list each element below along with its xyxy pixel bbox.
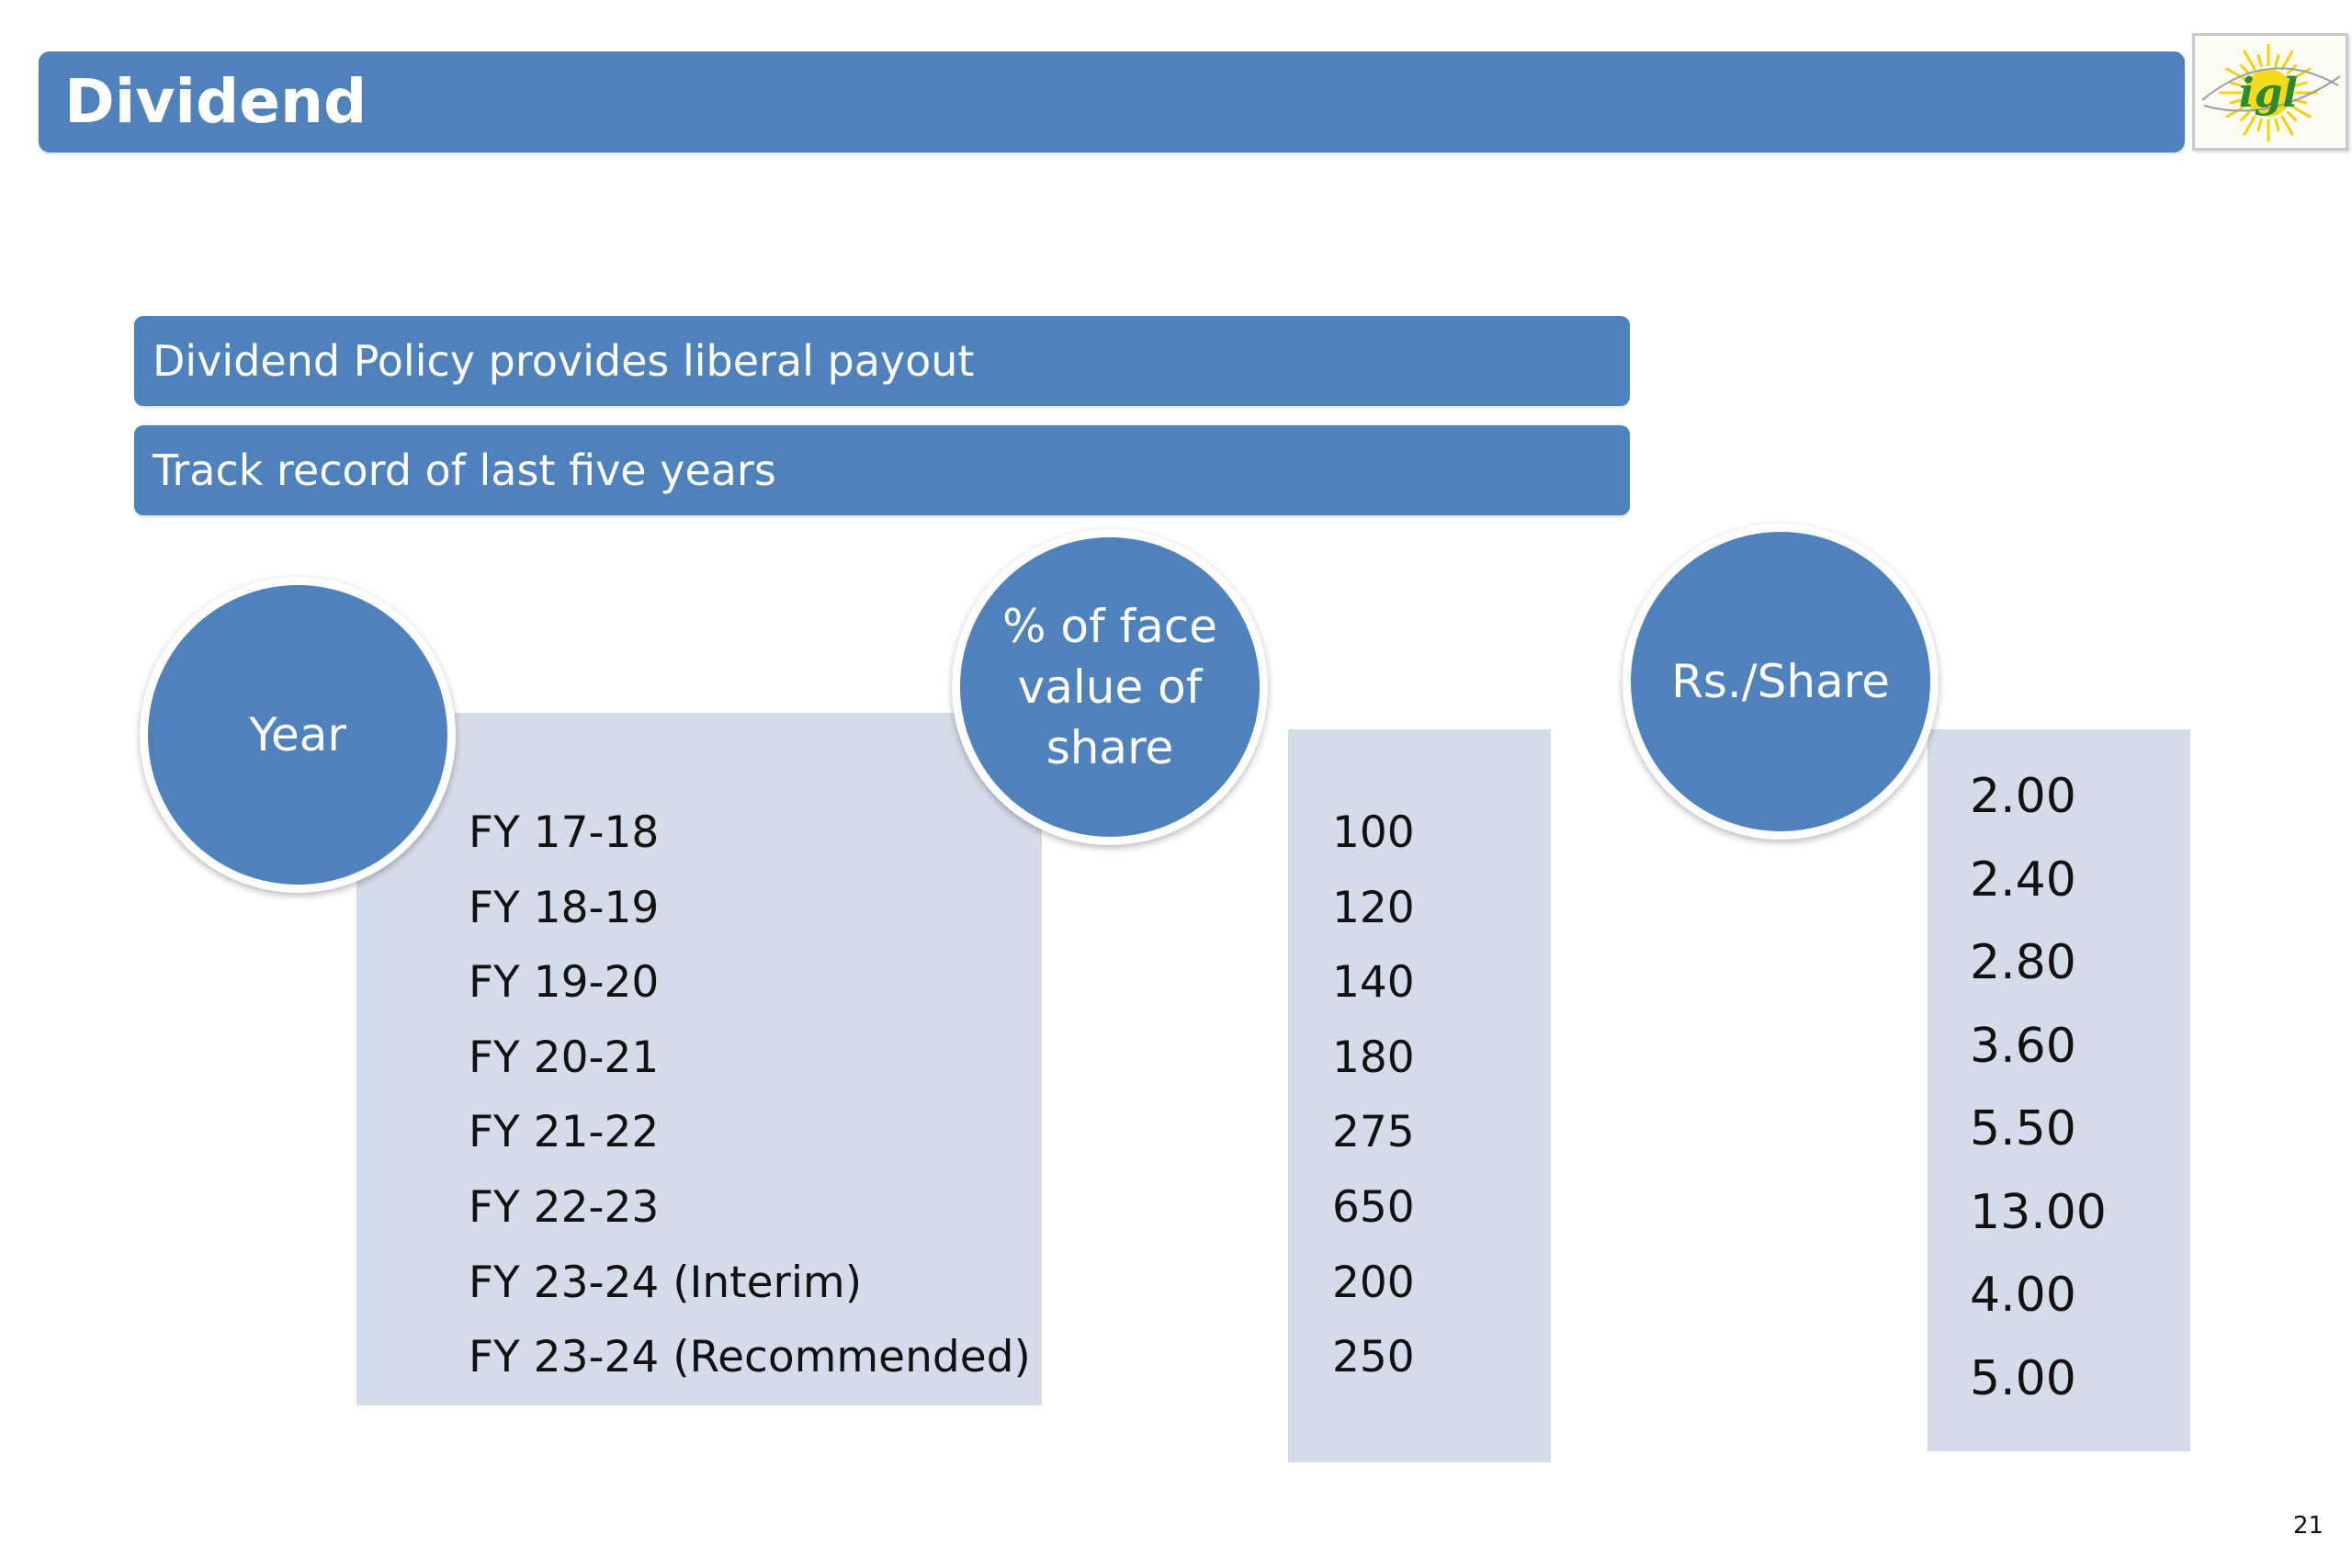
- rs-value: 13.00: [1970, 1184, 2107, 1240]
- sun-logo-icon: igl: [2201, 43, 2341, 142]
- year-value: FY 20-21: [469, 1032, 660, 1083]
- banner-text: Track record of last five years: [153, 446, 776, 495]
- title-bar: Dividend: [39, 51, 2185, 152]
- percent-value: 140: [1332, 957, 1415, 1009]
- sun-ray: [2239, 110, 2251, 122]
- percent-value: 180: [1332, 1032, 1415, 1083]
- sun-ray: [2256, 118, 2263, 132]
- year-list: FY 17-18 FY 18-19 FY 19-20 FY 20-21 FY 2…: [469, 795, 1031, 1395]
- rs-list: 2.00 2.40 2.80 3.60 5.50 13.00 4.00 5.00: [1970, 755, 2107, 1420]
- percent-value: 200: [1332, 1257, 1415, 1308]
- sun-ray: [2286, 110, 2298, 122]
- percent-value: 275: [1332, 1107, 1415, 1158]
- percent-header-circle: % of face value of share: [952, 529, 1268, 845]
- sun-ray: [2225, 105, 2246, 118]
- rs-value: 4.00: [1970, 1268, 2076, 1323]
- rs-value: 2.80: [1970, 935, 2076, 990]
- percent-header: % of face value of share: [1002, 600, 1217, 774]
- year-value: FY 23-24 (Recommended): [469, 1332, 1031, 1383]
- year-value: FY 18-19: [469, 882, 660, 933]
- sun-ray: [2239, 63, 2251, 75]
- percent-value: 250: [1332, 1332, 1415, 1383]
- sun-ray: [2243, 50, 2256, 71]
- company-logo: igl: [2192, 33, 2348, 151]
- slide-title: Dividend: [64, 66, 368, 137]
- percent-value: 650: [1332, 1181, 1415, 1233]
- sun-ray: [2290, 105, 2312, 118]
- rs-value: 3.60: [1970, 1018, 2076, 1074]
- sun-ray: [2229, 98, 2244, 105]
- percent-value: 120: [1332, 882, 1415, 933]
- sun-ray: [2225, 67, 2246, 81]
- percent-panel: [1288, 729, 1551, 1462]
- rs-value: 2.40: [1970, 852, 2076, 908]
- sun-ray: [2274, 53, 2280, 68]
- year-panel: [356, 713, 1042, 1405]
- percent-list: 100 120 140 180 275 650 200 250: [1332, 795, 1415, 1395]
- sun-ray: [2293, 81, 2308, 87]
- logo-text: igl: [2239, 70, 2298, 117]
- year-header-circle: Year: [140, 577, 456, 893]
- sun-ray: [2256, 53, 2263, 68]
- page-number: 21: [2293, 1512, 2324, 1540]
- rs-header: Rs./Share: [1671, 655, 1890, 708]
- percent-value: 100: [1332, 807, 1415, 858]
- year-value: FY 23-24 (Interim): [469, 1257, 863, 1308]
- year-value: FY 22-23: [469, 1181, 660, 1233]
- year-value: FY 21-22: [469, 1107, 660, 1158]
- year-value: FY 17-18: [469, 807, 660, 858]
- rs-header-circle: Rs./Share: [1623, 524, 1939, 840]
- rs-value: 5.50: [1970, 1101, 2076, 1156]
- banner-dividend-policy: Dividend Policy provides liberal payout: [134, 316, 1630, 406]
- year-header: Year: [249, 708, 346, 761]
- sun-ray: [2290, 67, 2312, 81]
- sun-ray: [2229, 81, 2244, 87]
- sun-ray: [2274, 118, 2280, 132]
- sun-ray: [2280, 50, 2294, 71]
- rs-panel: [1928, 729, 2190, 1451]
- banner-track-record: Track record of last five years: [134, 425, 1630, 515]
- year-value: FY 19-20: [469, 957, 660, 1009]
- sun-ray: [2280, 115, 2294, 136]
- rs-value: 5.00: [1970, 1350, 2076, 1406]
- banner-text: Dividend Policy provides liberal payout: [153, 336, 975, 386]
- rs-value: 2.00: [1970, 769, 2076, 824]
- sun-ray: [2243, 115, 2256, 136]
